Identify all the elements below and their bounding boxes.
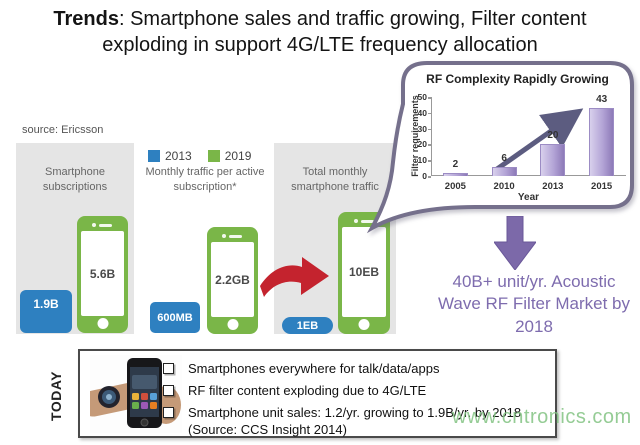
smartphone-icon: 10EB (338, 212, 390, 334)
legend-item-2013: 2013 (148, 149, 192, 163)
bullet-source-text: (Source: CCS Insight 2014) (188, 422, 347, 437)
legend-label-2013: 2013 (165, 149, 192, 163)
phone-home-button-icon (227, 319, 238, 330)
chart-plot-area (431, 97, 626, 176)
phone-speaker-icon (99, 223, 113, 227)
x-tick-label: 2010 (493, 181, 515, 192)
bullet-text: Smartphones everywhere for talk/data/app… (188, 361, 440, 376)
legend-item-2019: 2019 (207, 149, 252, 163)
panel3-label: Total monthly smartphone traffic (291, 166, 379, 193)
value-2013-traffic-per-sub: 600MB (150, 302, 200, 333)
legend-label-2019: 2019 (224, 149, 252, 163)
phone-home-button-icon (358, 319, 370, 330)
y-tick-label: 30 (417, 123, 427, 134)
x-tick-label: 2005 (444, 181, 466, 192)
checkbox-bullet-icon (163, 407, 174, 418)
legend-swatch-2013 (148, 150, 160, 162)
today-box: Smartphones everywhere for talk/data/app… (78, 349, 557, 438)
value-2019-traffic-per-sub: 2.2GB (211, 242, 254, 317)
chart-bar (491, 166, 517, 176)
smartphone-icon: 5.6B (77, 216, 128, 333)
x-tick-label: 2015 (591, 181, 613, 192)
value-2019-subscriptions: 5.6B (81, 231, 124, 316)
bar-value-label: 20 (547, 130, 559, 142)
chart-bar (589, 108, 615, 176)
y-tick-label: 20 (417, 139, 427, 150)
bullet-text: Smartphone unit sales: 1.2/yr. growing t… (188, 405, 521, 437)
red-right-arrow-icon (260, 257, 329, 297)
slide-title-bold: Trends (53, 8, 119, 30)
value-2013-total-traffic: 1EB (282, 317, 333, 334)
chart-x-axis-label: Year (517, 192, 540, 203)
checkbox-bullet-icon (163, 385, 174, 396)
smartphone-icon: 2.2GB (207, 227, 258, 334)
bullet-item: Smartphones everywhere for talk/data/app… (163, 361, 548, 376)
bullet-text-main: Smartphone unit sales: 1.2/yr. growing t… (188, 405, 522, 420)
trend-arrow-icon (495, 108, 584, 172)
phone-home-button-icon (97, 318, 108, 329)
y-tick-mark (427, 112, 431, 115)
chart-callout-bubble (366, 61, 634, 234)
y-tick-label: 0 (422, 171, 427, 181)
bullet-item: Smartphone unit sales: 1.2/yr. growing t… (163, 405, 548, 437)
phone-camera-icon (92, 223, 97, 227)
hand-smartphone-watch-photo (90, 355, 182, 433)
y-tick-mark (427, 160, 431, 162)
market-forecast-text: 40B+ unit/yr. Acoustic Wave RF Filter Ma… (437, 272, 631, 336)
source-label: source: Ericsson (22, 124, 104, 136)
bar-value-label: 6 (501, 152, 507, 164)
bullet-item: RF filter content exploding due to 4G/LT… (163, 383, 548, 398)
x-tick-label: 2013 (542, 181, 564, 192)
y-tick-mark (427, 176, 431, 178)
phone-speaker-icon (360, 219, 374, 223)
chart-bar (540, 144, 566, 176)
phone-camera-icon (222, 234, 227, 238)
y-tick-mark (427, 144, 431, 146)
y-tick-mark (427, 128, 431, 131)
value-2013-subscriptions: 1.9B (20, 290, 72, 333)
rf-complexity-chart: RF Complexity Rapidly Growing Filter req… (403, 63, 632, 207)
watermark-text: www.cntronics.com (452, 406, 632, 428)
slide-title-line2: exploding in support 4G/LTE frequency al… (102, 34, 538, 57)
bar-value-label: 2 (452, 158, 459, 170)
today-label: TODAY (48, 371, 64, 421)
chart-bar (442, 172, 468, 176)
y-tick-label: 40 (417, 107, 427, 118)
bullet-list: Smartphones everywhere for talk/data/app… (163, 361, 548, 444)
legend: 2013 2019 (148, 149, 251, 163)
legend-swatch-2019 (207, 150, 220, 162)
panel2-label: Monthly traffic per active subscription* (145, 166, 265, 193)
bullet-text: RF filter content exploding due to 4G/LT… (188, 383, 427, 398)
checkbox-bullet-icon (163, 363, 174, 374)
phone-camera-icon (353, 219, 358, 223)
chart-title: RF Complexity Rapidly Growing (426, 72, 609, 86)
value-2019-total-traffic: 10EB (342, 227, 386, 317)
y-tick-label: 10 (417, 155, 427, 166)
bar-value-label: 43 (596, 94, 608, 106)
panel1-label: Smartphone subscriptions (42, 166, 108, 193)
slide-title-rest: : Smartphone sales and traffic growing, … (118, 8, 587, 30)
purple-down-arrow-icon (494, 216, 536, 270)
slide-title: Trends: Smartphone sales and traffic gro… (20, 6, 620, 59)
y-tick-mark (427, 97, 431, 99)
y-tick-label: 50 (417, 92, 427, 102)
phone-speaker-icon (229, 234, 243, 238)
